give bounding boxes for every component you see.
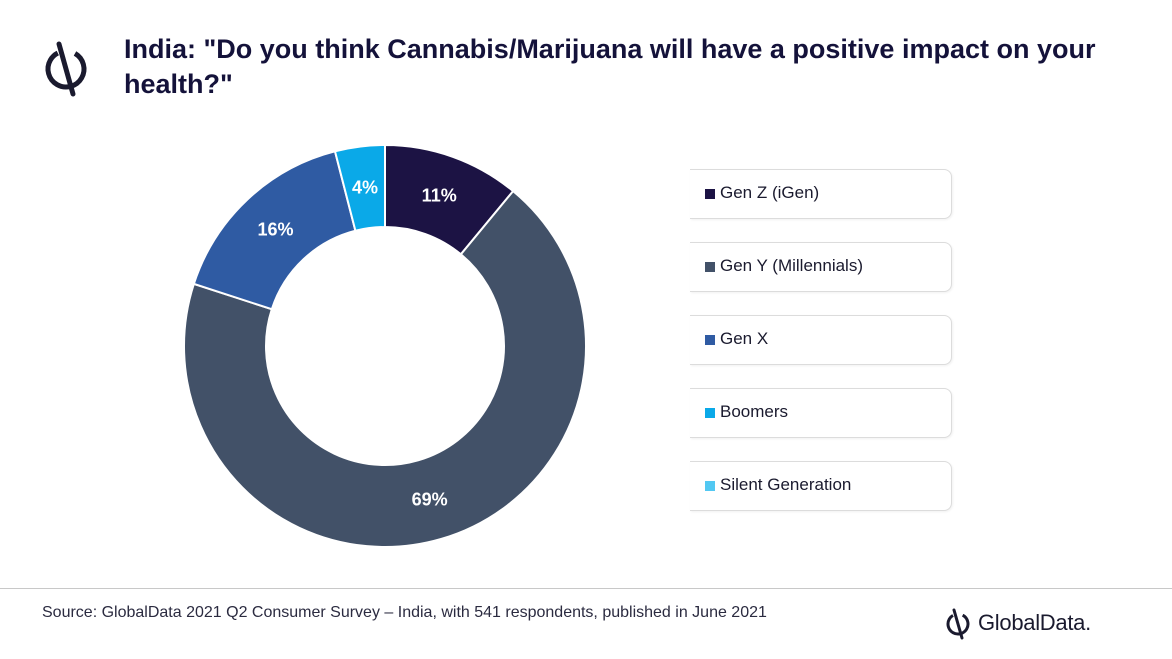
legend-item-boomers: Boomers bbox=[690, 388, 952, 438]
donut-slice-gen-y bbox=[183, 189, 587, 548]
footer-divider bbox=[0, 588, 1172, 589]
legend-label: Gen X bbox=[720, 329, 769, 348]
brand-logo: GlobalData. bbox=[944, 606, 1144, 640]
globaldata-logo-icon bbox=[45, 41, 87, 97]
legend-item-silent-generation: Silent Generation bbox=[690, 461, 952, 511]
legend-swatch bbox=[705, 481, 715, 491]
legend-item-gen-z: Gen Z (iGen) bbox=[690, 169, 952, 219]
brand-name: GlobalData. bbox=[978, 610, 1091, 635]
legend-label: Silent Generation bbox=[720, 475, 852, 494]
data-label-boomers: 4% bbox=[352, 177, 378, 197]
legend-swatch bbox=[705, 335, 715, 345]
legend-swatch bbox=[705, 408, 715, 418]
legend-item-gen-x: Gen X bbox=[690, 315, 952, 365]
legend-label: Boomers bbox=[720, 402, 789, 421]
donut-slice-boomers bbox=[333, 143, 386, 232]
legend-label: Gen Y (Millennials) bbox=[720, 256, 863, 275]
globaldata-logo-icon bbox=[946, 608, 970, 640]
legend-label: Gen Z (iGen) bbox=[720, 183, 820, 202]
data-label-gen-x: 16% bbox=[257, 219, 293, 239]
data-label-gen-z: 11% bbox=[422, 185, 457, 205]
legend-swatch bbox=[705, 189, 715, 199]
data-label-gen-y: 69% bbox=[412, 490, 448, 510]
source-note: Source: GlobalData 2021 Q2 Consumer Surv… bbox=[42, 604, 767, 621]
legend-swatch bbox=[705, 262, 715, 272]
legend-item-gen-y: Gen Y (Millennials) bbox=[690, 242, 952, 292]
chart-legend: Gen Z (iGen) Gen Y (Millennials) Gen X B… bbox=[690, 169, 952, 534]
chart-title: India: "Do you think Cannabis/Marijuana … bbox=[124, 34, 1096, 99]
